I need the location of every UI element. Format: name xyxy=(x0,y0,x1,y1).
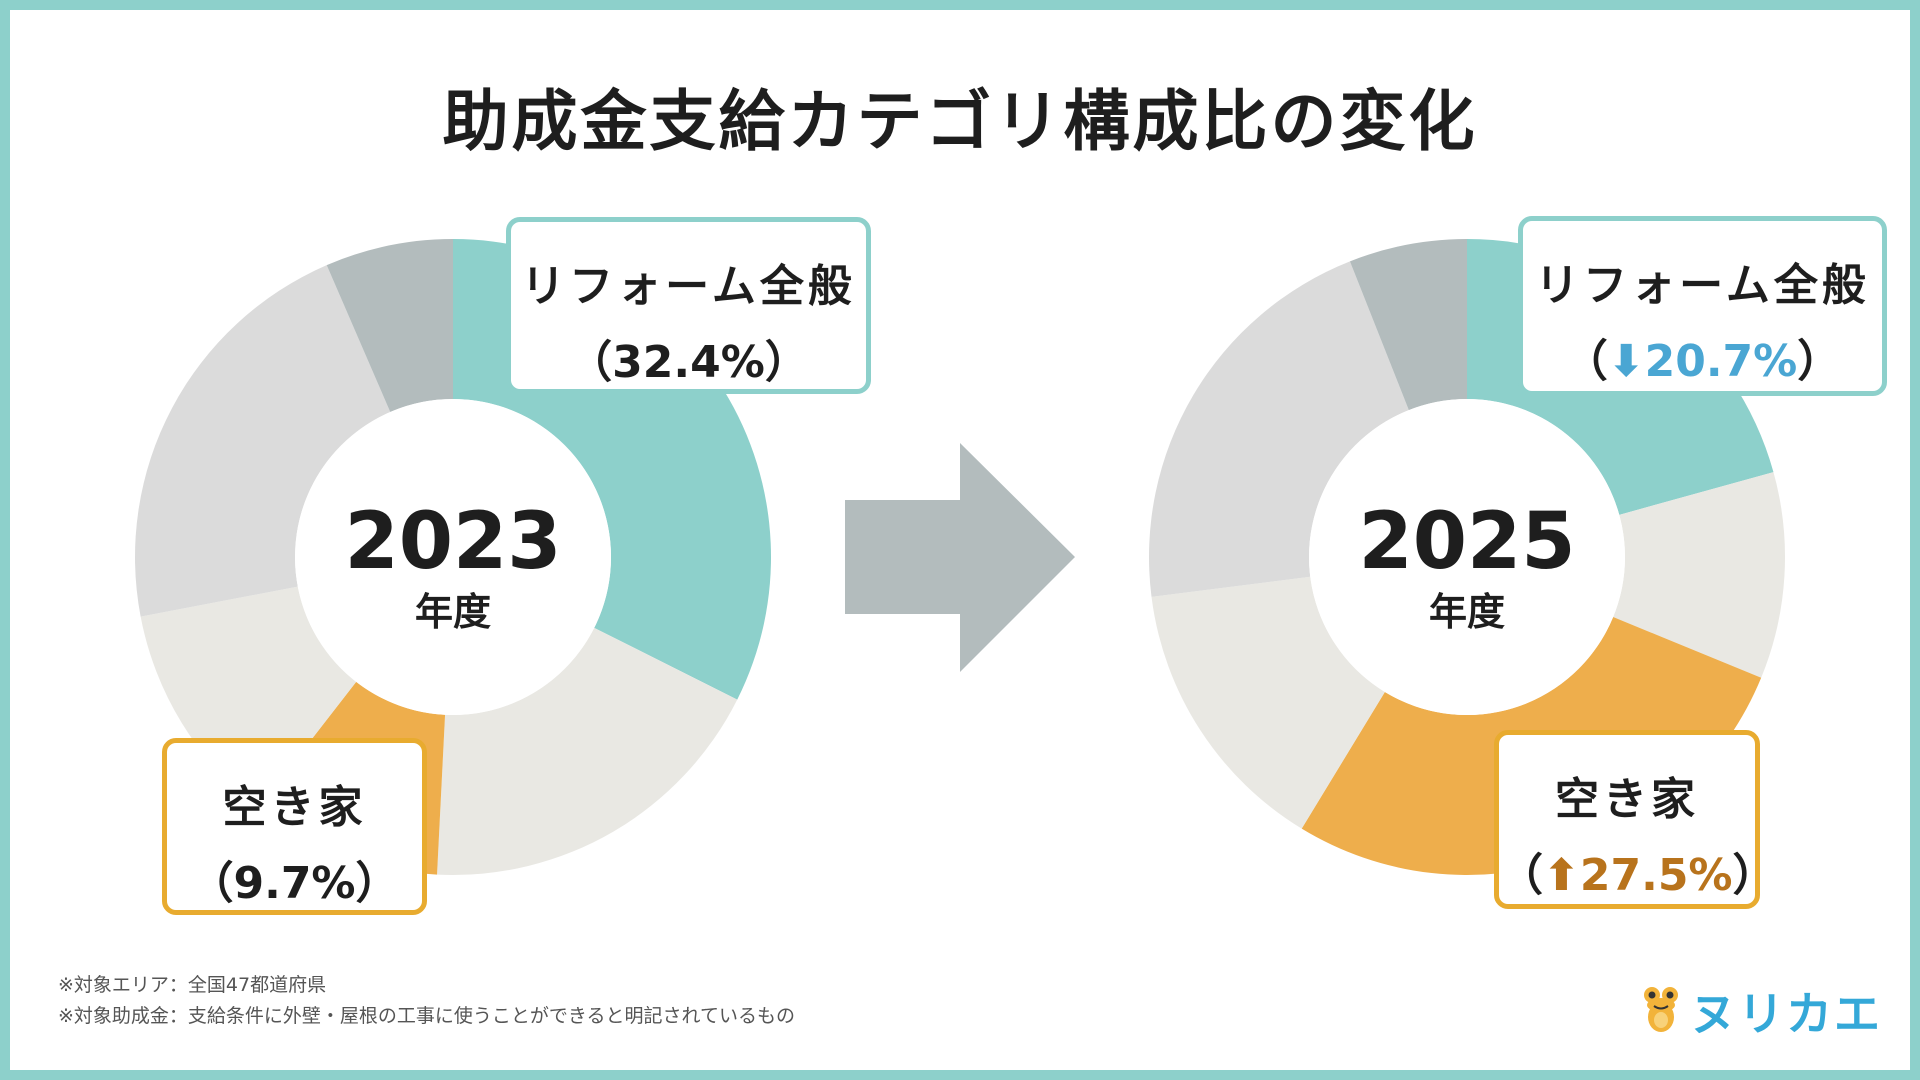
center-year-2025: 2025 xyxy=(1358,497,1575,587)
donut-slice-2023-1 xyxy=(437,627,738,875)
donut-slice-2025-3 xyxy=(1151,576,1385,829)
donut-slice-2025-4 xyxy=(1149,261,1409,597)
data-label-reform-2023: 32.4% xyxy=(612,337,765,388)
callout-percent: （⬆27.5%） xyxy=(1499,839,1777,903)
footnotes: ※対象エリア：全国47都道府県 ※対象助成金：支給条件に外壁・屋根の工事に使うこ… xyxy=(58,970,795,1032)
callout-reform-2025: リフォーム全般 （⬇20.7%） xyxy=(1518,216,1887,396)
data-label-akiya-2023: 9.7% xyxy=(233,858,356,909)
paren-open: （ xyxy=(1563,336,1608,387)
arrow-down-icon: ⬇ xyxy=(1607,336,1645,387)
callout-percent: （32.4%） xyxy=(511,326,866,390)
frog-mascot-icon xyxy=(1644,987,1678,1032)
callout-reform-2023: リフォーム全般 （32.4%） xyxy=(506,217,871,394)
paren-open: （ xyxy=(189,858,234,909)
data-label-akiya-2025: 27.5% xyxy=(1579,850,1733,901)
donut-slice-2023-3 xyxy=(140,586,357,809)
transition-arrow-icon xyxy=(845,443,1075,672)
paren-open: （ xyxy=(1499,850,1543,901)
center-label-2023: 年度 xyxy=(415,590,491,634)
chart-title: 助成金支給カテゴリ構成比の変化 xyxy=(442,83,1478,160)
donut-chart-2023 xyxy=(135,239,771,875)
callout-percent: （9.7%） xyxy=(167,847,422,911)
data-label-reform-2025: 20.7% xyxy=(1644,336,1798,387)
callout-akiya-2023: 空き家 （9.7%） xyxy=(162,738,427,915)
donut-hole-2025 xyxy=(1309,399,1625,715)
donut-hole-2023 xyxy=(295,399,611,715)
center-label-2025: 年度 xyxy=(1429,590,1505,634)
paren-close: ） xyxy=(1797,336,1842,387)
callout-name: 空き家 xyxy=(1555,774,1699,825)
center-year-2023: 2023 xyxy=(344,497,561,587)
paren-open: （ xyxy=(568,337,613,388)
donut-slice-2025-5 xyxy=(1349,239,1467,411)
donut-slice-2023-4 xyxy=(135,265,391,617)
footnote-subsidy: ※対象助成金：支給条件に外壁・屋根の工事に使うことができると明記されているもの xyxy=(58,1005,795,1027)
brand-logo: ヌリカエ xyxy=(1640,978,1882,1044)
logo-text: ヌリカエ xyxy=(1690,987,1882,1041)
callout-akiya-2025: 空き家 （⬆27.5%） xyxy=(1494,730,1777,909)
callout-name: リフォーム全般 xyxy=(521,261,856,312)
paren-close: ） xyxy=(764,337,809,388)
footnote-area: ※対象エリア：全国47都道府県 xyxy=(58,974,327,996)
callout-percent: （⬇20.7%） xyxy=(1523,325,1882,389)
callout-name: 空き家 xyxy=(222,782,367,833)
donut-slice-2023-5 xyxy=(326,239,453,412)
paren-close: ） xyxy=(1732,850,1777,901)
donut-slice-2025-1 xyxy=(1613,472,1785,678)
paren-close: ） xyxy=(355,858,400,909)
callout-name: リフォーム全般 xyxy=(1535,260,1870,311)
arrow-up-icon: ⬆ xyxy=(1543,850,1580,901)
